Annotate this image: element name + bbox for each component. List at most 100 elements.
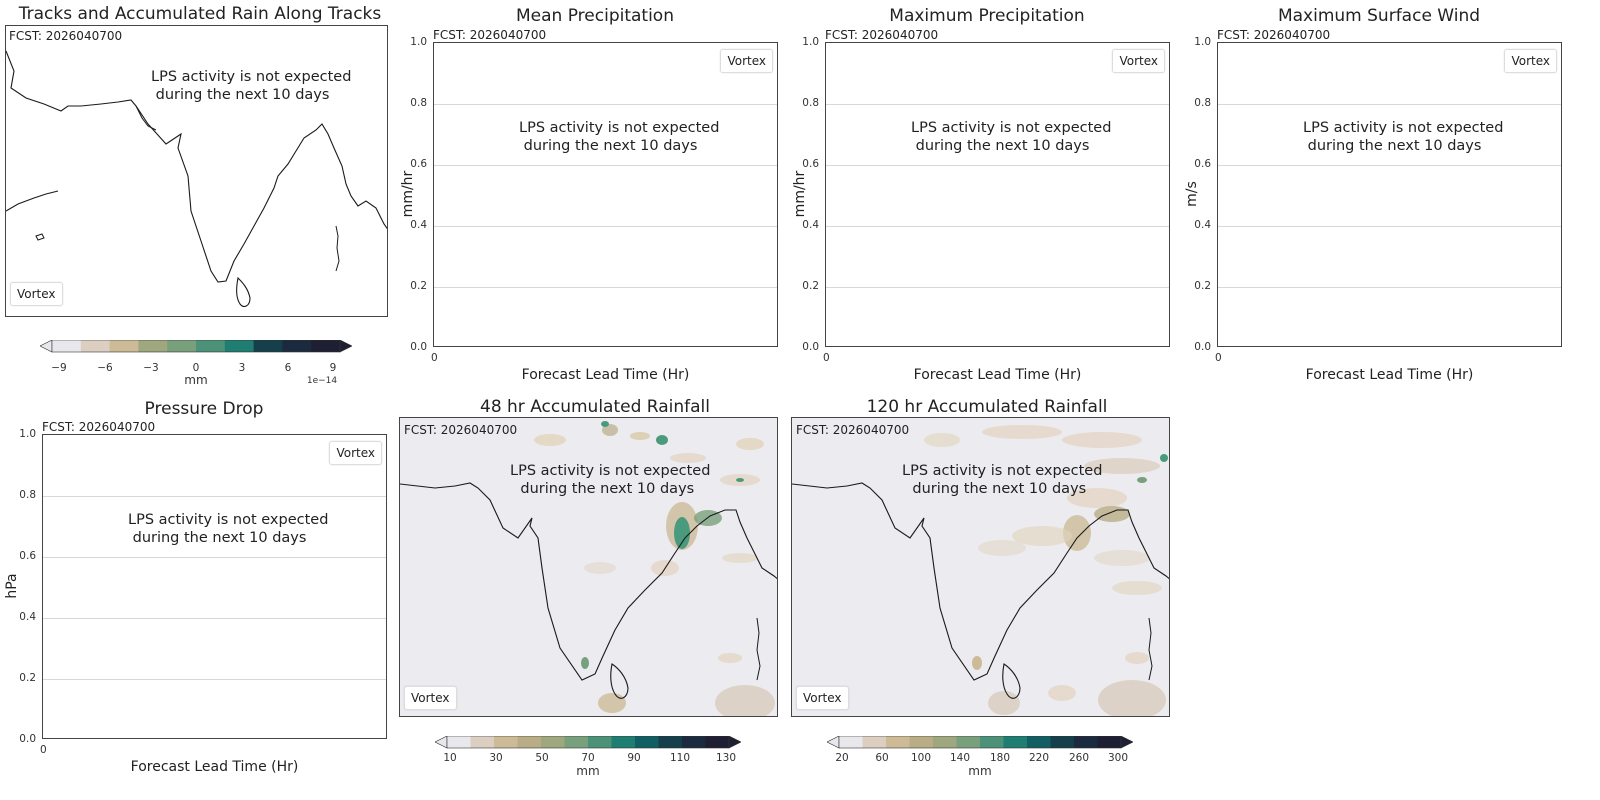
colorbar-segment — [494, 736, 518, 748]
colorbar-segment — [224, 340, 255, 352]
rain-blob — [924, 433, 960, 447]
gridline — [1218, 226, 1561, 227]
rain-blob — [584, 562, 616, 574]
y-tick: 0.6 — [19, 550, 36, 562]
colorbar-tick: 30 — [489, 752, 503, 764]
rain-blob — [715, 685, 775, 716]
colorbar-tick: 90 — [627, 752, 641, 764]
rain-blob — [1094, 506, 1130, 522]
rain-blob — [534, 434, 566, 446]
colorbar-extend-max — [728, 736, 741, 749]
andaman — [335, 225, 340, 272]
no-lps-message: LPS activity is not expected during the … — [1303, 120, 1504, 154]
colorbar-segment — [933, 736, 957, 748]
panel-tracks-map: Tracks and Accumulated Rain Along Tracks… — [0, 0, 400, 395]
colorbar-tick: 220 — [1028, 752, 1050, 764]
y-tick: 0.0 — [410, 341, 427, 353]
rain-blob — [674, 517, 690, 549]
colorbar-tick: 100 — [910, 752, 932, 764]
rain-blob — [670, 453, 706, 463]
gujarat — [135, 105, 157, 131]
colorbar-segment — [980, 736, 1004, 748]
rain-blob — [598, 693, 626, 713]
y-tick: 1.0 — [802, 36, 819, 48]
no-lps-message: LPS activity is not expected during the … — [911, 120, 1112, 154]
legend-vortex: Vortex — [10, 282, 63, 306]
colorbar-extend-max — [339, 340, 352, 353]
sri-lanka — [610, 663, 629, 699]
rain-blob — [1125, 652, 1149, 664]
colorbar-tick: 300 — [1107, 752, 1129, 764]
rain-blob — [1137, 477, 1147, 483]
y-tick: 0.8 — [1194, 97, 1211, 109]
colorbar-segment — [517, 736, 542, 748]
rain-blob — [1012, 526, 1072, 546]
rain-blob — [978, 540, 1026, 556]
colorbar-tick: 180 — [989, 752, 1011, 764]
chart-title: 120 hr Accumulated Rainfall — [866, 397, 1108, 417]
y-tick: 0.4 — [1194, 219, 1211, 231]
panel-48hr-rainfall: 48 hr Accumulated Rainfall — [395, 393, 795, 800]
fcst-label: FCST: 2026040700 — [404, 423, 518, 437]
gridline — [826, 104, 1169, 105]
colorbar-segment — [1003, 736, 1028, 748]
colorbar-segment — [705, 736, 730, 748]
colorbar-segment — [109, 340, 139, 352]
y-tick: 0.8 — [802, 97, 819, 109]
y-tick: 1.0 — [19, 428, 36, 440]
colorbar-segment — [138, 340, 168, 352]
panel-max-precipitation: Maximum Precipitation FCST: 2026040700 L… — [787, 0, 1187, 395]
map-frame: FCST: 2026040700 LPS activity is not exp… — [5, 25, 388, 317]
colorbar-tick: 6 — [284, 362, 292, 374]
y-tick: 0.6 — [410, 158, 427, 170]
rain-blob — [722, 553, 758, 563]
y-tick: 0.4 — [802, 219, 819, 231]
x-tick: 0 — [1215, 352, 1222, 364]
gridline — [43, 679, 386, 680]
gridline — [826, 287, 1169, 288]
rain-blob — [988, 691, 1020, 715]
colorbar-segment — [1074, 736, 1098, 748]
rain-blob — [1094, 550, 1150, 566]
y-axis-label: m/s — [1184, 181, 1200, 207]
colorbar-segment — [682, 736, 706, 748]
coastline — [6, 50, 387, 283]
y-tick: 0.2 — [410, 280, 427, 292]
colorbar-segment — [909, 736, 934, 748]
chart-title: Maximum Surface Wind — [1277, 6, 1481, 26]
colorbar-graphic — [827, 736, 1133, 749]
colorbar-extend-min — [40, 340, 53, 353]
coastline-map — [6, 50, 387, 307]
y-axis-label: mm/hr — [400, 170, 416, 218]
rain-blob — [1098, 680, 1166, 716]
no-lps-message: LPS activity is not expected during the … — [510, 463, 711, 497]
no-lps-message: LPS activity is not expected during the … — [519, 120, 720, 154]
y-tick: 0.8 — [410, 97, 427, 109]
coastline — [400, 482, 777, 681]
colorbar-tick: 50 — [535, 752, 549, 764]
colorbar-segment — [1050, 736, 1075, 748]
rain-blob — [1160, 454, 1168, 462]
x-axis-label: Forecast Lead Time (Hr) — [913, 367, 1082, 383]
rain-blob — [581, 657, 589, 669]
y-tick: 0.2 — [1194, 280, 1211, 292]
gridline — [43, 618, 386, 619]
plot-frame: LPS activity is not expected during the … — [42, 434, 387, 739]
chart-title: Maximum Precipitation — [889, 6, 1085, 26]
x-axis-label: Forecast Lead Time (Hr) — [1305, 367, 1474, 383]
colorbar-tick: −9 — [51, 362, 67, 374]
y-axis-label: mm/hr — [792, 170, 808, 218]
panel-max-surface-wind: Maximum Surface Wind FCST: 2026040700 LP… — [1179, 0, 1579, 395]
colorbar-segment — [1027, 736, 1051, 748]
colorbar-tick: 10 — [443, 752, 457, 764]
map-frame: FCST: 2026040700 LPS activity is not exp… — [791, 417, 1170, 717]
colorbar-extend-max — [1120, 736, 1133, 749]
y-tick: 0.4 — [410, 219, 427, 231]
rain-blob — [1084, 458, 1160, 474]
colorbar-tick: 130 — [715, 752, 737, 764]
rain-blob — [602, 424, 618, 436]
colorbar-segment — [611, 736, 636, 748]
colorbar-tick: 3 — [238, 362, 246, 374]
colorbar-tick: 60 — [875, 752, 889, 764]
colorbar-segment — [311, 340, 341, 352]
